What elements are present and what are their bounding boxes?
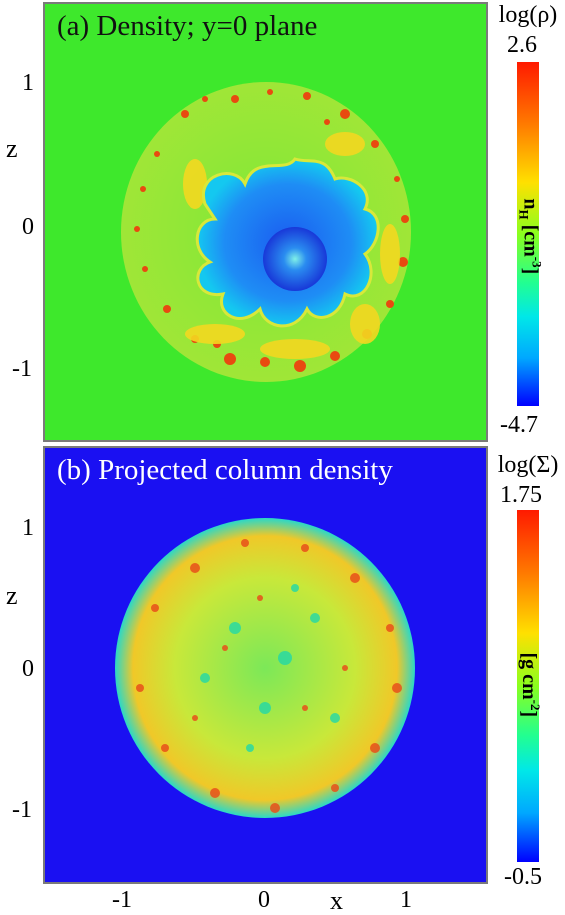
panel-a-colorbar bbox=[517, 62, 539, 406]
panel-a-colorbar-min: -4.7 bbox=[500, 412, 538, 438]
density-slice-panel: (a) Density; y=0 plane bbox=[43, 2, 488, 442]
panel-b-ytick: -1 bbox=[12, 797, 32, 823]
panel-b-xlabel: x bbox=[330, 886, 343, 915]
panel-a-ytick: 1 bbox=[22, 70, 34, 96]
panel-b-ylabel: z bbox=[6, 581, 18, 610]
panel-b-colorbar-title: log(Σ) bbox=[497, 452, 559, 478]
panel-b-colorbar bbox=[517, 510, 539, 862]
density-slice-image bbox=[121, 82, 411, 382]
panel-b-xtick: -1 bbox=[112, 887, 132, 913]
panel-b-xtick: 0 bbox=[258, 887, 270, 913]
panel-b-colorbar-unit: [g cm-2] bbox=[518, 652, 543, 718]
panel-b-colorbar-max: 1.75 bbox=[500, 482, 542, 508]
panel-a-ytick: -1 bbox=[12, 356, 32, 382]
projected-disk bbox=[115, 518, 415, 818]
panel-a-title: (a) Density; y=0 plane bbox=[57, 10, 318, 42]
panel-a-colorbar-unit: nH [cm-3] bbox=[516, 198, 545, 275]
clump-ring-yellow bbox=[183, 132, 400, 359]
central-core bbox=[263, 227, 327, 291]
disk-texture-cyan bbox=[200, 584, 340, 752]
clump-ring bbox=[134, 89, 409, 372]
panel-a-ytick: 0 bbox=[22, 214, 34, 240]
panel-b-colorbar-min: -0.5 bbox=[504, 864, 542, 890]
panel-a-colorbar-max: 2.6 bbox=[507, 32, 537, 58]
column-density-panel: (b) Projected column density bbox=[43, 446, 488, 884]
panel-a-colorbar-title: log(ρ) bbox=[498, 2, 558, 28]
panel-b-ytick: 0 bbox=[22, 656, 34, 682]
panel-b-title: (b) Projected column density bbox=[57, 454, 393, 486]
panel-b-ytick: 1 bbox=[22, 515, 34, 541]
disk-texture-red bbox=[136, 539, 402, 813]
panel-b-xtick: 1 bbox=[400, 887, 412, 913]
column-density-image bbox=[115, 518, 415, 818]
panel-a-ylabel: z bbox=[6, 134, 18, 163]
